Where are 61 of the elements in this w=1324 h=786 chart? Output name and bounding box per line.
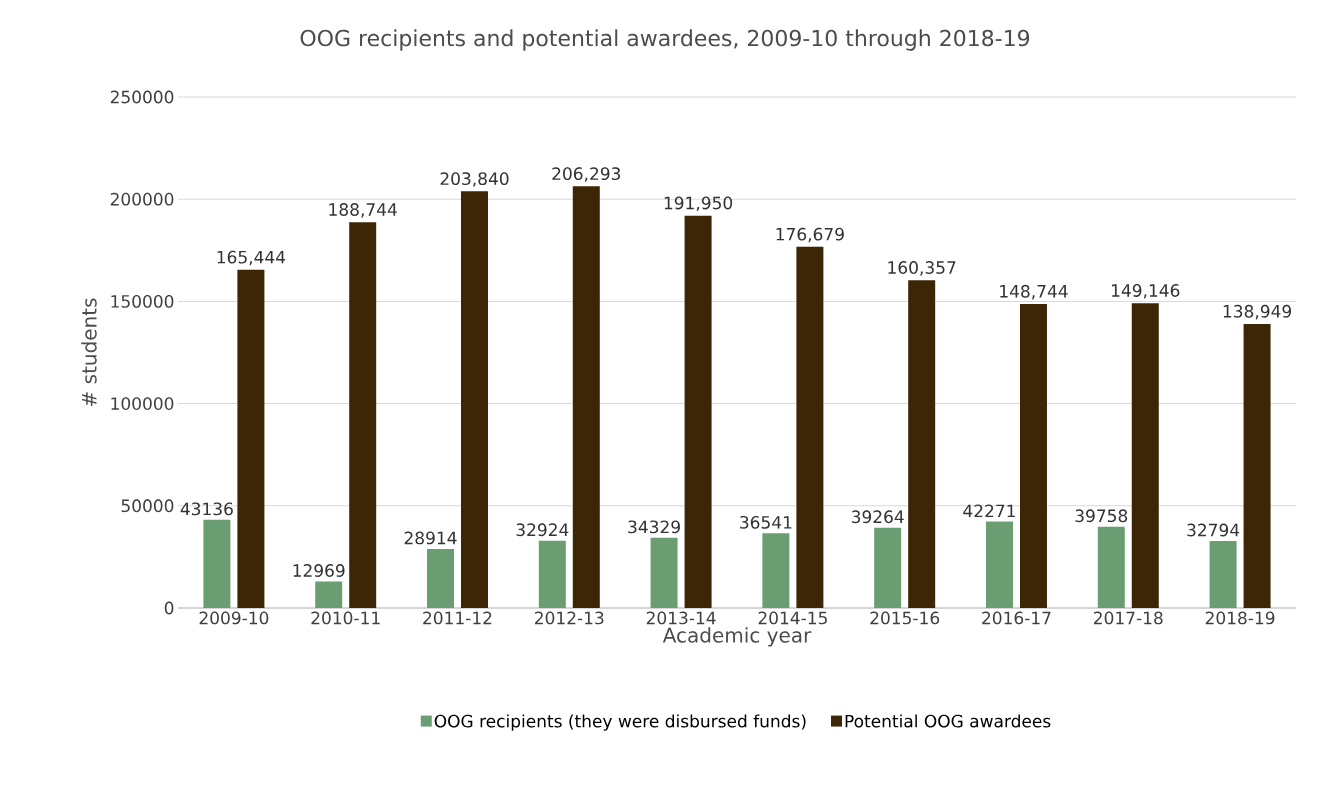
bar: [203, 519, 231, 608]
y-tick-label: 250000: [110, 90, 174, 104]
data-label: 43136: [180, 502, 233, 516]
bar: [684, 215, 712, 608]
bar: [315, 581, 343, 608]
bar: [650, 537, 678, 608]
data-label: 32924: [516, 523, 569, 537]
data-label: 203,840: [440, 172, 509, 187]
x-tick-label: 2014-15: [758, 611, 827, 625]
x-axis-title: Academic year: [662, 627, 812, 647]
bar: [796, 246, 824, 608]
y-tick-label: 150000: [111, 294, 174, 308]
bar: [1131, 303, 1159, 608]
bar: [1019, 303, 1047, 608]
data-label: 188,744: [329, 203, 397, 218]
data-label: 206,293: [552, 167, 621, 182]
y-tick-label: 50000: [121, 499, 174, 513]
x-tick-label: 2018-19: [1205, 611, 1275, 625]
y-tick-label: 100000: [111, 397, 174, 411]
bar: [538, 540, 566, 608]
x-tick-label: 2017-18: [1094, 611, 1163, 625]
data-label: 176,679: [776, 227, 844, 243]
bar: [1209, 540, 1237, 608]
data-label: 36541: [740, 515, 792, 529]
data-label: 28914: [404, 531, 457, 545]
y-tick-label: 200000: [110, 192, 174, 206]
bar: [461, 191, 488, 608]
data-label: 12969: [293, 564, 345, 577]
x-tick-label: 2010-11: [311, 611, 380, 625]
x-tick-label: 2011-12: [423, 611, 492, 625]
data-label: 39264: [851, 510, 904, 524]
x-tick-label: 2009-10: [199, 611, 269, 625]
y-axis-title: # students: [81, 298, 97, 406]
legend-label: OOG recipients (they were disbursed funds): [434, 714, 806, 731]
data-label: 149,146: [1112, 284, 1180, 299]
data-label: 32794: [1187, 523, 1240, 537]
bar: [874, 527, 902, 608]
bar: [1243, 323, 1271, 608]
bar: [1097, 526, 1125, 608]
x-tick-label: 2015-16: [870, 611, 940, 625]
data-label: 148,744: [1000, 284, 1068, 300]
bar: [762, 533, 790, 608]
x-tick-label: 2016-17: [982, 611, 1051, 625]
data-label: 42271: [963, 504, 1015, 518]
data-label: 39758: [1075, 509, 1128, 523]
bar: [908, 280, 936, 608]
data-label: 138,949: [1223, 304, 1292, 320]
x-tick-label: 2012-13: [535, 611, 604, 625]
chart-title: OOG recipients and potential awardees, 2009-10 through 2018-19: [300, 29, 1030, 51]
data-label: 165,444: [217, 250, 286, 266]
data-label: 191,950: [664, 196, 733, 212]
data-label: 160,357: [888, 261, 956, 276]
x-tick-label: 2013-14: [646, 611, 716, 625]
bar: [572, 186, 600, 608]
bar: [349, 222, 377, 608]
y-tick-label: 0: [164, 601, 174, 615]
bar: [237, 269, 265, 608]
legend-label: Potential OOG awardees: [845, 714, 1051, 728]
bar: [427, 548, 454, 608]
bar: [985, 521, 1013, 608]
data-label: 34329: [628, 520, 680, 534]
